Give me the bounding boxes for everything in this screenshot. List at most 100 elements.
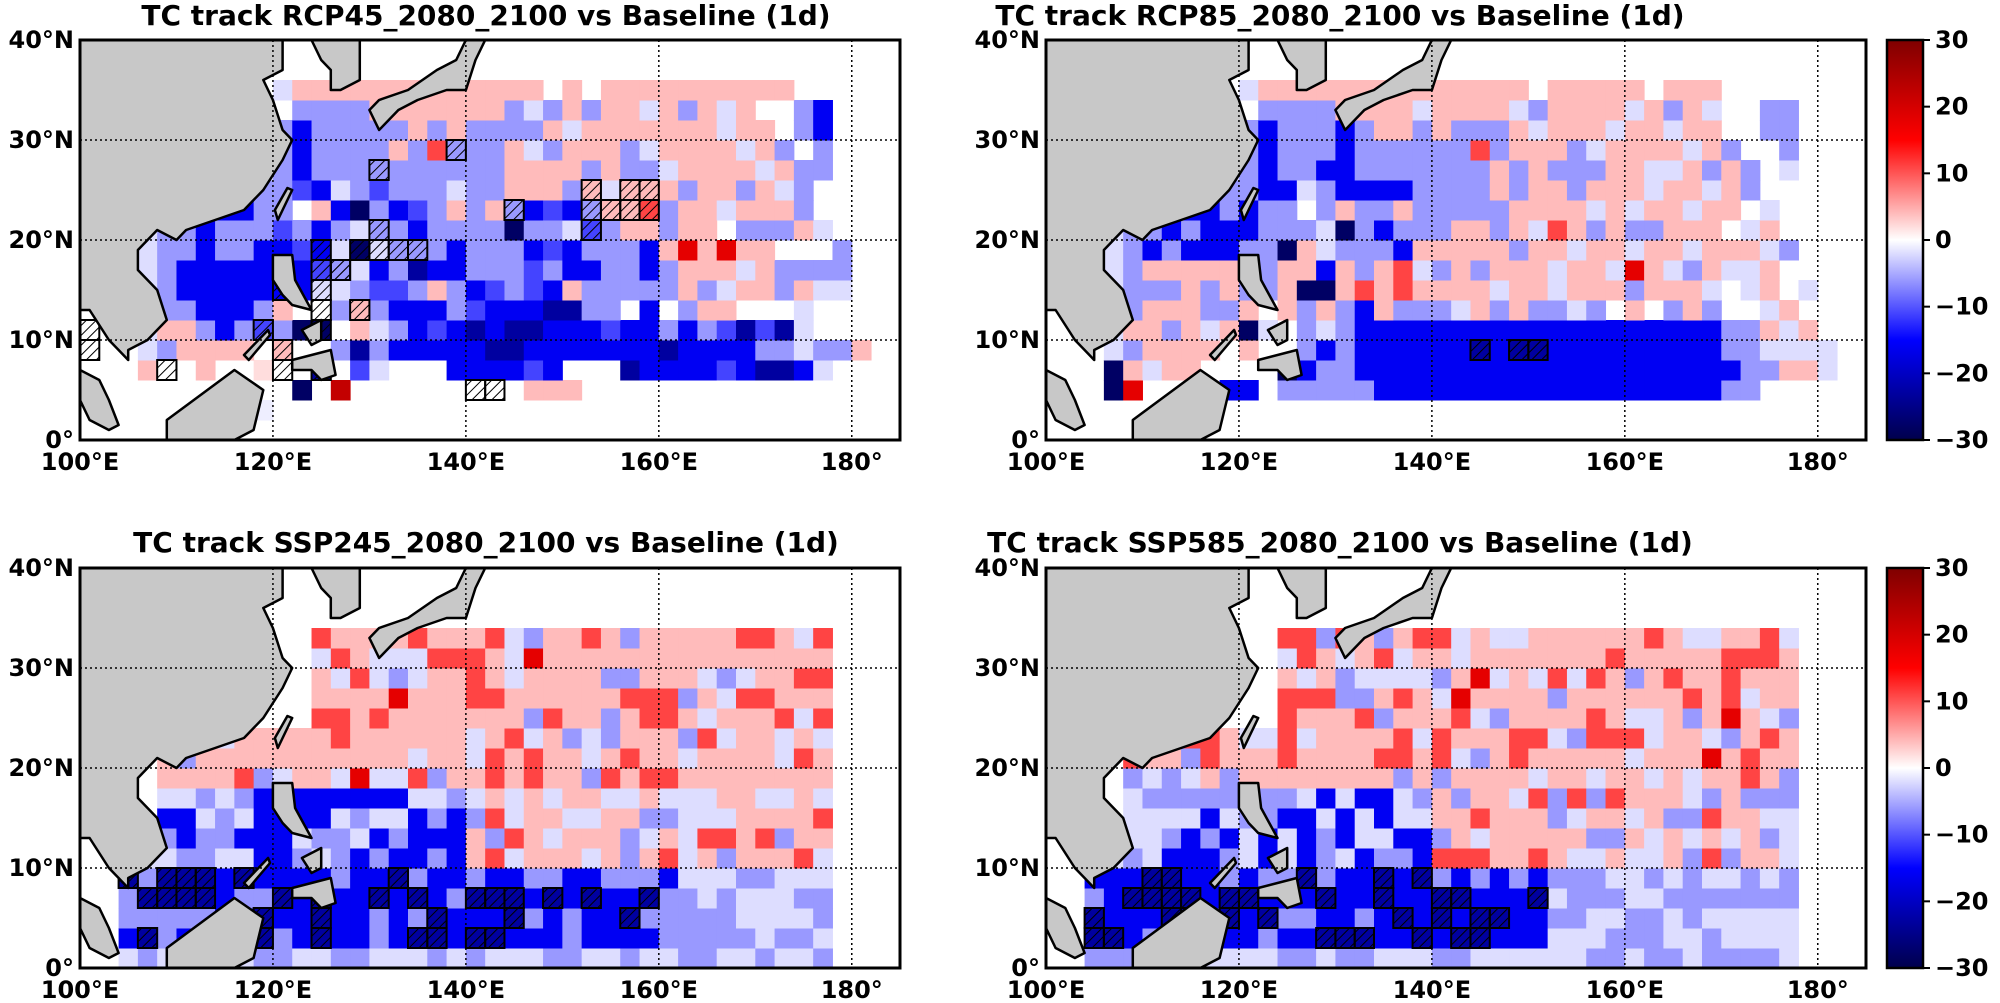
heatmap-cell bbox=[774, 788, 795, 809]
heatmap-cell bbox=[485, 668, 505, 689]
heatmap-cell bbox=[1142, 828, 1163, 849]
heatmap-cell bbox=[562, 140, 583, 161]
heatmap-cell bbox=[1566, 748, 1587, 769]
heatmap-cell bbox=[369, 180, 390, 201]
heatmap-cell bbox=[446, 180, 467, 201]
heatmap-cell bbox=[1605, 668, 1626, 689]
heatmap-cell bbox=[1374, 200, 1394, 221]
land bbox=[80, 568, 487, 968]
hatched-cell bbox=[581, 888, 601, 908]
heatmap-cell bbox=[215, 748, 235, 769]
heatmap-cell bbox=[1200, 240, 1221, 261]
heatmap-cell bbox=[1547, 80, 1568, 101]
heatmap-cell bbox=[1759, 628, 1780, 649]
heatmap-cell bbox=[523, 320, 544, 341]
heatmap-cell bbox=[736, 260, 756, 281]
heatmap-cell bbox=[1181, 340, 1201, 361]
heatmap-cell bbox=[736, 688, 756, 709]
landmass bbox=[310, 40, 362, 92]
heatmap-cell bbox=[369, 688, 390, 709]
land bbox=[1046, 568, 1453, 968]
heatmap-cell bbox=[1219, 948, 1240, 968]
hatched-cell-border bbox=[136, 927, 159, 949]
heatmap-cell bbox=[543, 728, 563, 749]
heatmap-cell bbox=[1817, 360, 1838, 381]
heatmap-cell bbox=[813, 948, 833, 968]
heatmap-cell bbox=[446, 120, 467, 141]
heatmap-cell bbox=[195, 300, 216, 321]
heatmap-cell bbox=[1509, 948, 1529, 968]
heatmap-cell bbox=[1759, 868, 1780, 889]
heatmap-cell bbox=[1624, 888, 1645, 909]
heatmap-cell bbox=[1566, 688, 1587, 709]
heatmap-cell bbox=[427, 748, 448, 769]
heatmap-cell bbox=[446, 160, 467, 181]
heatmap-cell bbox=[1142, 240, 1163, 261]
heatmap-cell bbox=[600, 260, 621, 281]
heatmap-cell bbox=[1161, 240, 1182, 261]
heatmap-cell bbox=[215, 828, 235, 849]
heatmap-cell bbox=[1470, 320, 1491, 341]
heatmap-cell bbox=[793, 628, 814, 649]
heatmap-cell bbox=[1451, 160, 1471, 181]
heatmap-cell bbox=[678, 260, 698, 281]
heatmap-cell bbox=[1721, 668, 1742, 689]
heatmap-cell bbox=[678, 140, 698, 161]
heatmap-cell bbox=[1277, 280, 1298, 301]
heatmap-cell bbox=[1682, 100, 1703, 121]
heatmap-cell bbox=[1528, 748, 1549, 769]
heatmap-cell bbox=[408, 140, 428, 161]
heatmap-cell bbox=[1605, 848, 1626, 869]
heatmap-cell bbox=[1451, 668, 1471, 689]
heatmap-cell bbox=[369, 788, 390, 809]
heatmap-cell bbox=[1721, 160, 1742, 181]
heatmap-cell bbox=[581, 628, 602, 649]
heatmap-cell bbox=[234, 768, 255, 789]
heatmap-cell bbox=[736, 200, 756, 221]
heatmap-cell bbox=[736, 240, 756, 261]
heatmap-cell bbox=[1682, 768, 1703, 789]
heatmap-cell bbox=[1258, 788, 1279, 809]
heatmap-cell bbox=[1161, 768, 1182, 789]
heatmap-cell bbox=[523, 360, 544, 381]
heatmap-cell bbox=[736, 120, 756, 141]
map-frame bbox=[78, 566, 902, 970]
heatmap-cell bbox=[639, 140, 660, 161]
heatmap-cell bbox=[1335, 668, 1356, 689]
heatmap-cell bbox=[215, 220, 235, 241]
heatmap-cell bbox=[1296, 648, 1317, 669]
heatmap-cell bbox=[678, 748, 698, 769]
heatmap-cell bbox=[1431, 160, 1452, 181]
heatmap-cell bbox=[813, 100, 833, 121]
heatmap-cell bbox=[1586, 668, 1607, 689]
heatmap-cell bbox=[504, 340, 525, 361]
heatmap-cell bbox=[1489, 848, 1510, 869]
heatmap-cell bbox=[1779, 160, 1799, 181]
heatmap-cell bbox=[234, 828, 255, 849]
heatmap-cell bbox=[1161, 300, 1182, 321]
heatmap-cell bbox=[1721, 908, 1742, 929]
heatmap-cell bbox=[1412, 668, 1433, 689]
heatmap-cell bbox=[1277, 380, 1298, 401]
hatched-cell bbox=[1354, 928, 1374, 948]
heatmap-cell bbox=[1335, 908, 1356, 929]
heatmap-cell bbox=[408, 808, 428, 829]
heatmap-cell bbox=[1489, 80, 1510, 101]
heatmap-cell bbox=[1644, 728, 1664, 749]
heatmap-cell bbox=[427, 768, 448, 789]
heatmap-cell bbox=[1528, 240, 1549, 261]
heatmap-cell bbox=[1412, 708, 1433, 729]
heatmap-cell bbox=[1451, 100, 1471, 121]
heatmap-cell bbox=[1566, 788, 1587, 809]
heatmap-cell bbox=[1547, 100, 1568, 121]
heatmap-cell bbox=[1779, 948, 1799, 968]
heatmap-cell bbox=[253, 888, 274, 909]
heatmap-cell bbox=[1431, 828, 1452, 849]
heatmap-cell bbox=[330, 100, 351, 121]
heatmap-cell bbox=[658, 828, 679, 849]
heatmap-cell bbox=[1489, 728, 1510, 749]
heatmap-cell bbox=[755, 668, 776, 689]
heatmap-cell bbox=[1374, 768, 1394, 789]
heatmap-cell bbox=[1779, 808, 1799, 829]
hatched-cell-border bbox=[1450, 887, 1472, 909]
